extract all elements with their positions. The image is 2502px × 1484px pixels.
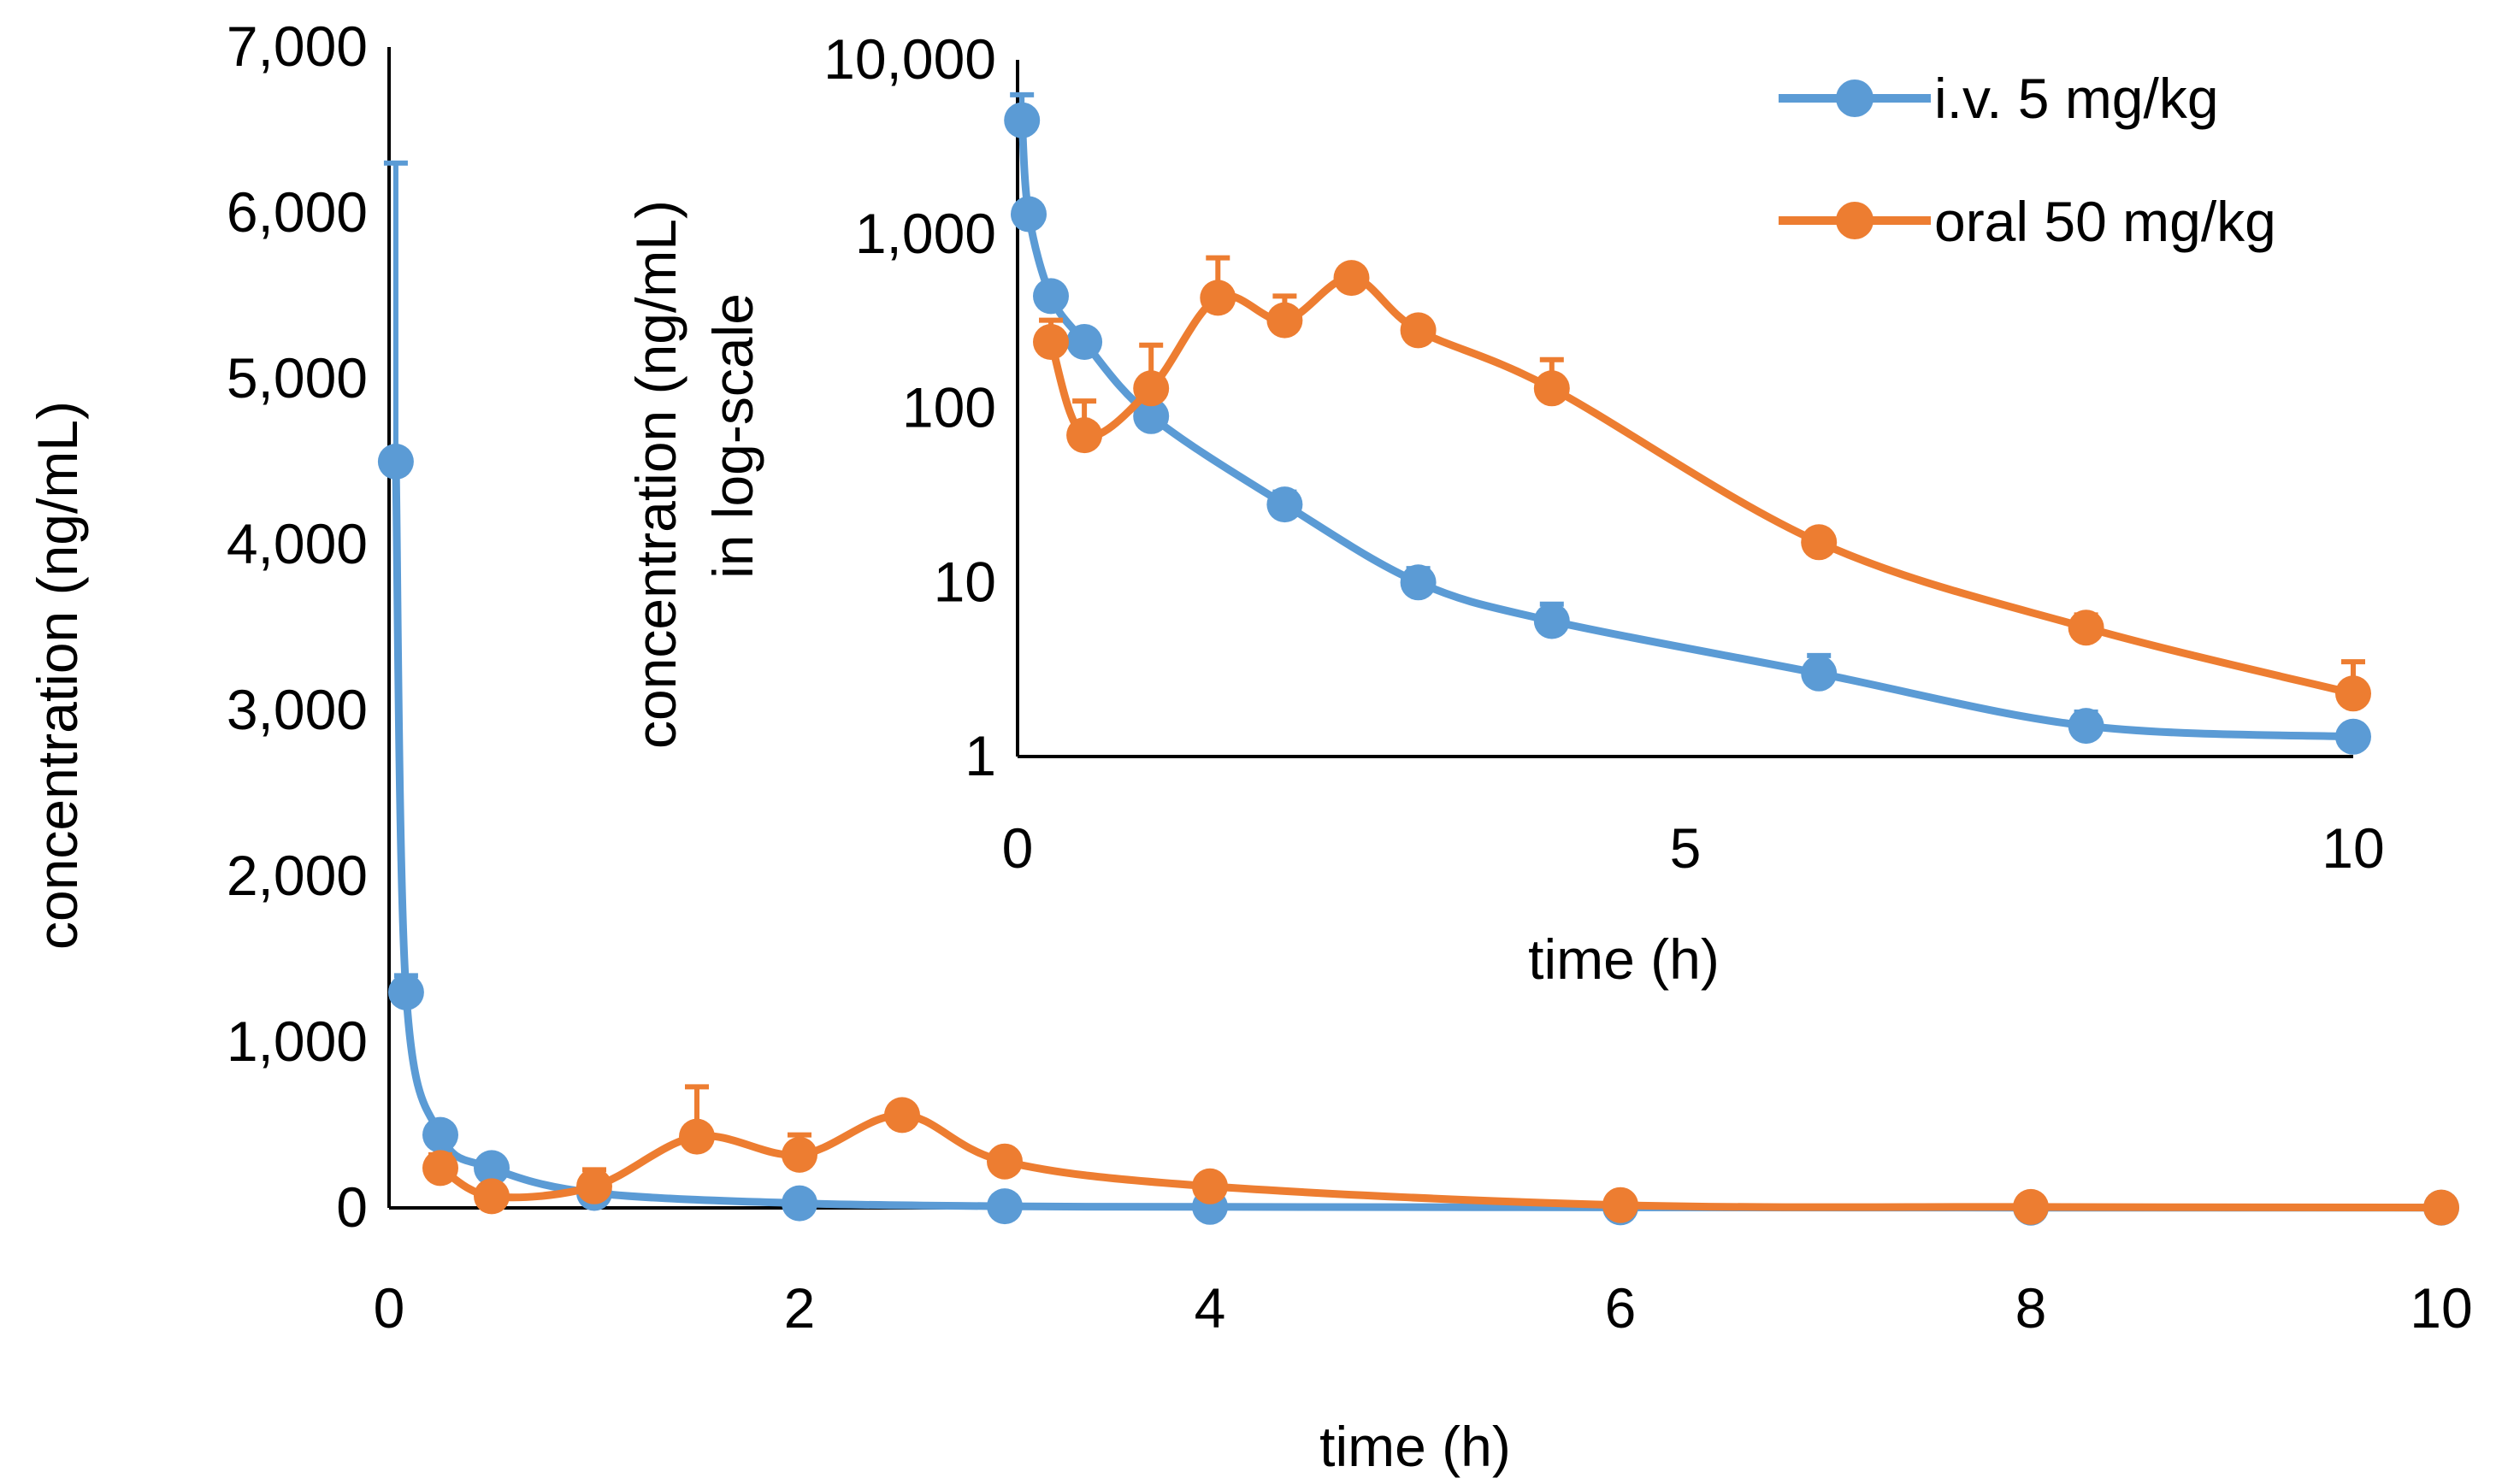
inset-iv-point [1011,196,1047,233]
inset-oral-line [1047,274,2357,698]
main-x-tick-label: 2 [784,1276,816,1340]
inset-axes: 1 10 100 1,000 10,000 0 5 10 [823,27,2385,880]
inset-x-axis-label: time (h) [1528,928,1720,991]
inset-oral-point [1533,370,1570,407]
main-iv-point [387,974,424,1010]
main-oral-point [1602,1187,1638,1223]
main-iv-point [422,1116,458,1153]
inset-oral-point [1200,280,1236,316]
inset-iv-point [1801,655,1838,692]
inset-y-tick-label: 1 [965,724,996,787]
main-x-tick-label: 0 [374,1276,405,1340]
inset-series-iv [1004,91,2371,755]
main-oral-point [679,1118,715,1155]
main-y-tick-label: 1,000 [227,1010,368,1073]
inset-oral-point [1133,370,1170,407]
main-series-oral [422,1084,2459,1226]
inset-oral-point [1400,312,1437,349]
inset-oral-point [1333,260,1370,297]
inset-iv-point [1266,486,1303,523]
inset-iv-point [1066,324,1103,360]
main-y-axis-label: concentration (ng/mL) [26,401,89,950]
main-iv-point [377,444,414,480]
main-plot: 0 1,000 2,000 3,000 4,000 5,000 6,000 7,000 0 2 4 6… [26,15,2473,1478]
inset-y-axis-label-line2: in log-scale [701,293,764,579]
inset-x-tick-label: 0 [1002,816,1034,880]
main-oral-point [474,1178,510,1215]
legend-iv-marker [1836,80,1874,117]
main-x-axis-label: time (h) [1319,1415,1511,1478]
inset-oral-point [1266,302,1303,339]
main-oral-point [1192,1168,1228,1204]
main-y-tick-label: 3,000 [227,678,368,741]
main-y-tick-label: 2,000 [227,844,368,907]
legend: i.v. 5 mg/kg oral 50 mg/kg [1779,67,2276,253]
main-oral-point [782,1136,817,1173]
main-y-tick-label: 0 [336,1175,368,1239]
inset-iv-point [1004,102,1041,138]
inset-y-tick-label: 10,000 [823,27,996,91]
main-y-tick-label: 4,000 [227,512,368,575]
inset-iv-point [2068,708,2104,745]
legend-oral-label: oral 50 mg/kg [1934,190,2276,253]
inset-oral-point [1066,417,1103,454]
inset-y-axis-label-line1: concentration (ng/mL) [624,200,687,749]
legend-oral-marker [1836,202,1874,239]
main-y-tick-label: 6,000 [227,180,368,244]
main-oral-point [884,1097,920,1134]
main-oral-point [2423,1189,2459,1226]
main-oral-point [2013,1188,2049,1225]
main-axes: 0 1,000 2,000 3,000 4,000 5,000 6,000 7,000 0 2 4 6… [227,15,2473,1340]
legend-iv-label: i.v. 5 mg/kg [1934,67,2219,130]
inset-oral-point [2335,675,2371,712]
inset-iv-point [1133,398,1170,434]
inset-y-tick-label: 10 [934,550,996,613]
inset-y-tick-label: 100 [902,376,996,439]
main-oral-point [422,1150,458,1187]
main-oral-line [436,1110,2446,1212]
main-iv-point [474,1150,510,1187]
inset-oral-point [1801,524,1838,561]
main-x-tick-label: 10 [2410,1276,2472,1340]
inset-oral-point [2068,610,2104,646]
inset-iv-point [1033,278,1069,315]
inset-series-oral [1033,255,2371,712]
main-iv-point [987,1188,1023,1225]
inset-iv-point [2335,718,2371,755]
main-y-tick-label: 7,000 [227,15,368,78]
inset-oral-point [1033,324,1069,360]
main-iv-point [782,1185,817,1222]
inset-y-tick-label: 1,000 [855,202,996,265]
inset-iv-point [1533,603,1570,639]
main-oral-point [987,1143,1023,1180]
main-x-tick-label: 6 [1605,1276,1637,1340]
main-oral-point [576,1168,612,1204]
inset-x-tick-label: 5 [1670,816,1702,880]
inset-series [1004,91,2371,755]
inset-x-tick-label: 10 [2322,816,2384,880]
main-x-tick-label: 8 [2015,1276,2047,1340]
inset-iv-point [1400,564,1437,601]
main-y-tick-label: 5,000 [227,346,368,409]
main-series [377,160,2459,1226]
inset-plot: 1 10 100 1,000 10,000 0 5 10 time (h) concentra… [624,27,2385,991]
main-x-tick-label: 4 [1195,1276,1226,1340]
